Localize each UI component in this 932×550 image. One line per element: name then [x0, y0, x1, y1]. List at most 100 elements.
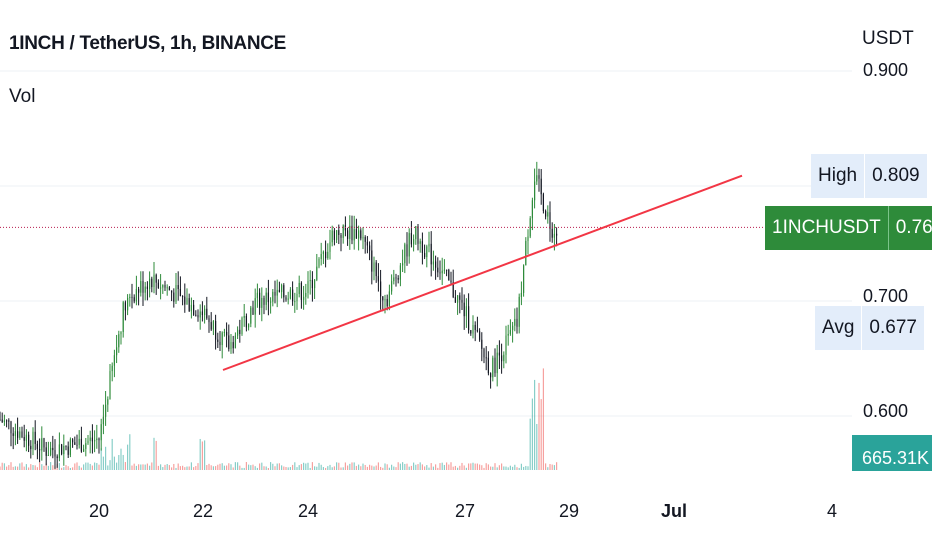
volume-bar	[428, 467, 430, 470]
candle-body	[47, 455, 49, 457]
candle-body	[388, 291, 390, 307]
volume-bar	[208, 463, 210, 470]
price-scale-unit[interactable]: USDT	[862, 28, 914, 49]
volume-bar	[6, 466, 8, 470]
candle-body	[177, 285, 179, 289]
volume-bar	[166, 464, 168, 470]
candle-body	[171, 290, 173, 293]
candle-body	[129, 296, 131, 298]
volume-bar	[129, 434, 131, 470]
candle-body	[186, 298, 188, 305]
candle-body	[373, 262, 375, 272]
volume-bar	[28, 467, 30, 470]
volume-bar	[23, 466, 25, 470]
volume-bar	[153, 437, 155, 470]
candle-body	[349, 225, 351, 239]
volume-bar	[441, 462, 443, 470]
volume-bar	[474, 463, 476, 470]
legend-symbol[interactable]: 1INCH / TetherUS, 1h, BINANCE	[9, 33, 287, 54]
candle-body	[534, 181, 536, 201]
volume-bar	[380, 466, 382, 470]
candle-body	[457, 295, 459, 303]
candle-body	[333, 230, 335, 240]
volume-bar	[481, 465, 483, 470]
candle-body	[153, 274, 155, 288]
volume-bar	[340, 467, 342, 470]
volume-bar	[19, 463, 21, 470]
volume-bar	[305, 463, 307, 470]
volume-bar	[102, 456, 104, 470]
volume-bar	[58, 463, 60, 470]
candle-body	[102, 416, 104, 425]
volume-bar	[551, 464, 553, 470]
volume-bar	[151, 462, 153, 470]
volume-bar	[171, 467, 173, 470]
candle-body	[384, 298, 386, 301]
candle-body	[366, 241, 368, 246]
volume-bar	[254, 466, 256, 470]
volume-bar	[285, 466, 287, 470]
candle-body	[30, 445, 32, 450]
candle-body	[303, 296, 305, 300]
volume-bar	[404, 463, 406, 470]
volume-bar	[369, 464, 371, 470]
volume-bar	[435, 464, 437, 470]
volume-badge: 665.31K	[852, 435, 932, 471]
candle-body	[549, 212, 551, 229]
y-tick-0700: 0.700	[863, 286, 909, 306]
volume-bar	[109, 460, 111, 470]
volume-bar	[553, 465, 555, 470]
volume-bar	[133, 463, 135, 470]
volume-bar	[223, 465, 225, 470]
candle-body	[358, 230, 360, 239]
candle-body	[413, 239, 415, 245]
candle-body	[454, 297, 456, 303]
volume-bar	[30, 464, 32, 470]
candle-body	[261, 298, 263, 308]
volume-bar	[43, 465, 45, 470]
volume-bar	[525, 465, 527, 470]
volume-bar	[446, 462, 448, 470]
x-tick-22: 22	[192, 501, 214, 521]
volume-bar	[329, 464, 331, 470]
volume-bar	[272, 463, 274, 470]
candle-body	[375, 262, 377, 277]
candle-body	[298, 282, 300, 294]
candle-body	[221, 332, 223, 346]
candle-body	[347, 230, 349, 239]
volume-bar	[450, 462, 452, 470]
volume-bar	[461, 462, 463, 470]
volume-bar	[419, 462, 421, 470]
candle-body	[518, 296, 520, 327]
volume-bar	[274, 466, 276, 470]
candle-body	[91, 437, 93, 442]
volume-bar	[298, 465, 300, 470]
candle-body	[294, 301, 296, 303]
candle-body	[87, 440, 89, 444]
trendline[interactable]	[222, 174, 743, 371]
volume-bar	[215, 466, 217, 470]
candle-body	[278, 289, 280, 292]
candle-body	[6, 420, 8, 422]
volume-bar	[395, 467, 397, 470]
candle-body	[199, 311, 201, 318]
volume-bar	[437, 467, 439, 470]
volume-bar	[72, 467, 74, 470]
candle-body	[67, 446, 69, 455]
volume-bar	[226, 465, 228, 470]
candle-body	[551, 228, 553, 238]
candle-body	[52, 447, 54, 451]
volume-bar	[496, 467, 498, 470]
volume-bar	[344, 462, 346, 470]
candle-body	[320, 253, 322, 259]
candle-body	[441, 270, 443, 274]
volume-bar	[146, 463, 148, 470]
volume-bar	[256, 467, 258, 470]
legend-volume[interactable]: Vol	[9, 86, 36, 107]
candle-body	[155, 274, 157, 283]
volume-bar	[494, 463, 496, 470]
volume-bar	[34, 465, 36, 470]
volume-bar	[21, 462, 23, 470]
volume-bar	[377, 462, 379, 470]
